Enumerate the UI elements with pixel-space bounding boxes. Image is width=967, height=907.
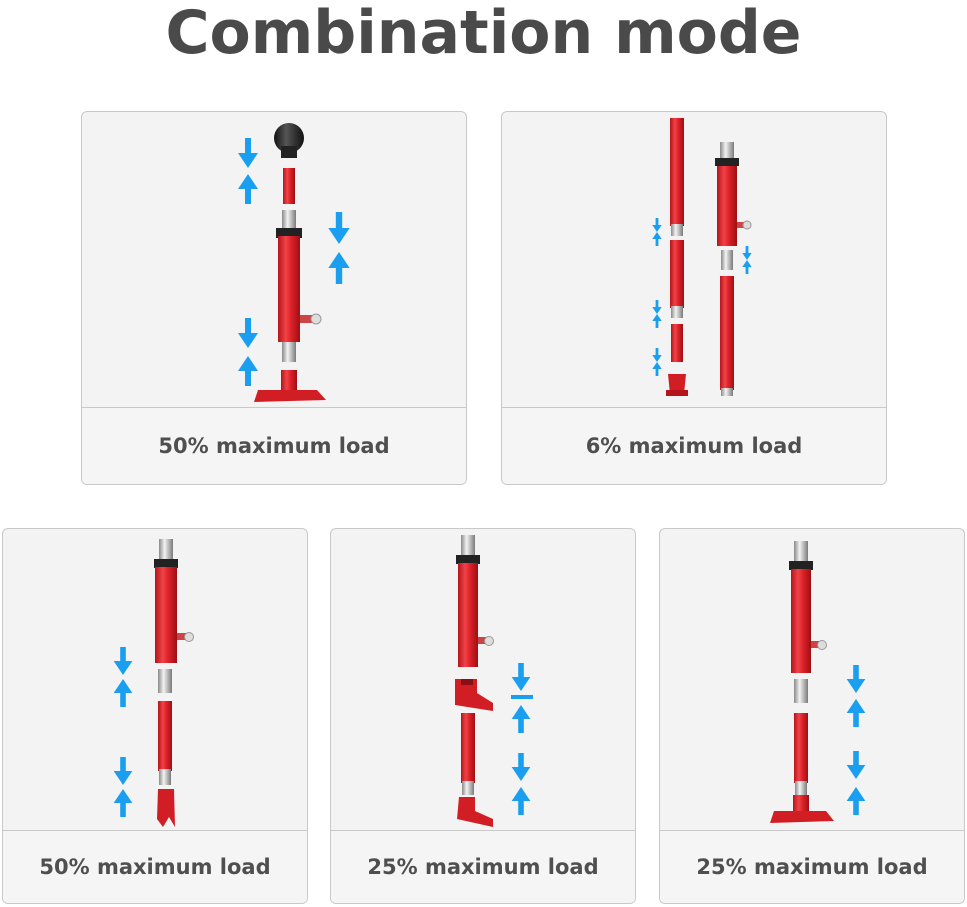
mode-caption-4: 25% maximum load: [331, 830, 635, 903]
mode-card-4: 25% maximum load: [330, 528, 636, 904]
mode-illustration-4: [331, 529, 635, 833]
page-title: Combination mode: [165, 0, 802, 68]
ram-cylinder: [278, 236, 300, 342]
mode-card-2: 6% maximum load: [501, 111, 887, 485]
rubber-head: [274, 123, 304, 153]
mode-card-3: 50% maximum load: [2, 528, 308, 904]
mode-caption-5: 25% maximum load: [660, 830, 964, 903]
mode-illustration-1: [82, 112, 466, 409]
mode-card-1: 50% maximum load: [81, 111, 467, 485]
mode-caption-2: 6% maximum load: [502, 407, 886, 484]
mode-illustration-5: [660, 529, 964, 833]
mode-illustration-2: [502, 112, 886, 409]
mode-caption-3: 50% maximum load: [3, 830, 307, 903]
short-extension: [283, 168, 295, 204]
mode-card-5: 25% maximum load: [659, 528, 965, 904]
mode-caption-1: 50% maximum load: [82, 407, 466, 484]
mode-illustration-3: [3, 529, 307, 833]
base-plate: [254, 390, 326, 402]
